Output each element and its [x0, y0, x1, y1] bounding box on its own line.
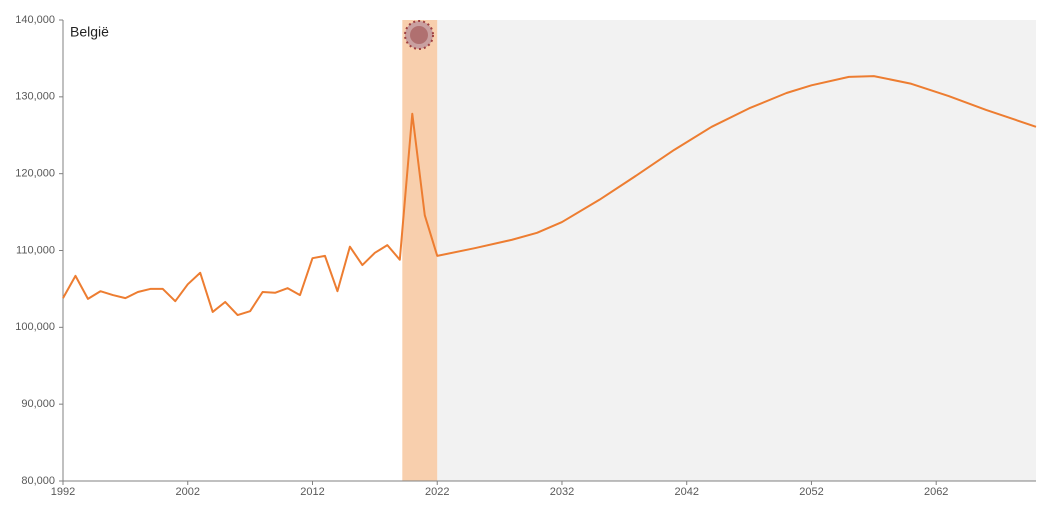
shaded-range [437, 20, 1036, 481]
x-tick-label: 2062 [924, 486, 948, 498]
x-tick-label: 2032 [550, 486, 574, 498]
shaded-range [402, 20, 438, 481]
line-series [62, 75, 1037, 317]
y-tick-label: 110,000 [16, 244, 55, 256]
virus-icon [404, 20, 434, 50]
chart-title: België [70, 24, 109, 40]
y-tick-label: 130,000 [15, 91, 55, 103]
y-tick-label: 80,000 [21, 475, 55, 487]
y-tick-label: 140,000 [15, 14, 55, 26]
x-tick-label: 1992 [51, 486, 75, 498]
background-layer [402, 20, 1036, 481]
x-tick-label: 2002 [176, 486, 200, 498]
y-tick-label: 120,000 [15, 168, 55, 180]
x-tick-label: 2052 [799, 486, 823, 498]
x-tick-label: 2012 [300, 486, 324, 498]
y-tick-label: 100,000 [15, 321, 55, 333]
x-tick-label: 2042 [674, 486, 698, 498]
x-tick-label: 2022 [425, 486, 449, 498]
y-tick-label: 90,000 [21, 398, 55, 410]
